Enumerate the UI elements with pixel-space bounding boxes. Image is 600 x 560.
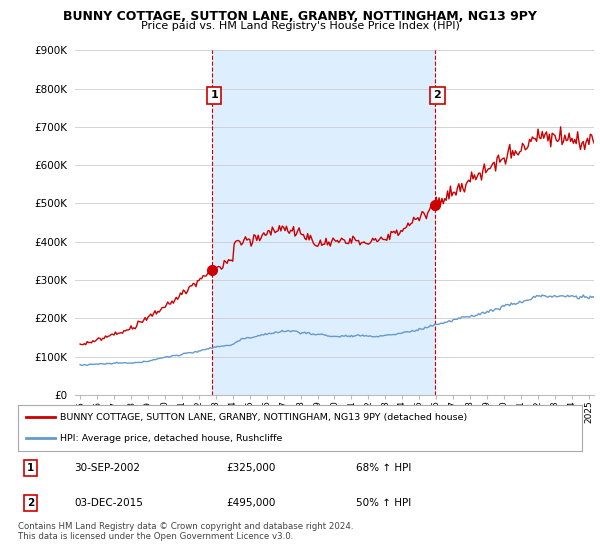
- Text: Contains HM Land Registry data © Crown copyright and database right 2024.
This d: Contains HM Land Registry data © Crown c…: [18, 522, 353, 542]
- Text: 03-DEC-2015: 03-DEC-2015: [74, 498, 143, 508]
- Text: 2: 2: [27, 498, 34, 508]
- Bar: [212, 50, 435, 395]
- Text: 50% ↑ HPI: 50% ↑ HPI: [356, 498, 412, 508]
- Text: £495,000: £495,000: [227, 498, 276, 508]
- Text: BUNNY COTTAGE, SUTTON LANE, GRANBY, NOTTINGHAM, NG13 9PY: BUNNY COTTAGE, SUTTON LANE, GRANBY, NOTT…: [63, 10, 537, 23]
- Text: Price paid vs. HM Land Registry's House Price Index (HPI): Price paid vs. HM Land Registry's House …: [140, 21, 460, 31]
- Text: HPI: Average price, detached house, Rushcliffe: HPI: Average price, detached house, Rush…: [60, 434, 283, 443]
- Text: 68% ↑ HPI: 68% ↑ HPI: [356, 464, 412, 473]
- Text: £325,000: £325,000: [227, 464, 276, 473]
- Text: 1: 1: [210, 90, 218, 100]
- Text: 2: 2: [434, 90, 442, 100]
- Text: 30-SEP-2002: 30-SEP-2002: [74, 464, 140, 473]
- Text: 1: 1: [27, 464, 34, 473]
- Text: BUNNY COTTAGE, SUTTON LANE, GRANBY, NOTTINGHAM, NG13 9PY (detached house): BUNNY COTTAGE, SUTTON LANE, GRANBY, NOTT…: [60, 413, 467, 422]
